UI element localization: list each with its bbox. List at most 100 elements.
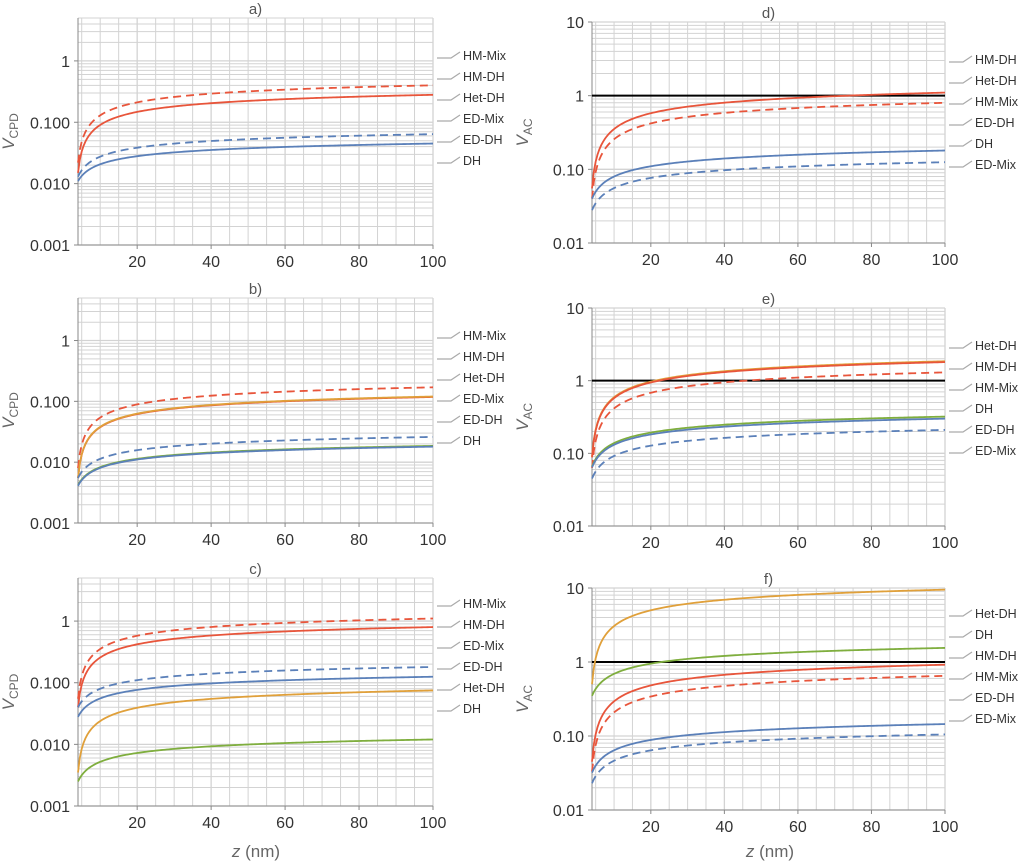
legend-label: HM-Mix (463, 49, 507, 63)
legend-leader (437, 662, 461, 670)
x-tick-label: 80 (350, 254, 368, 271)
legend-leader (949, 609, 973, 617)
y-tick-label: 0.001 (30, 516, 70, 533)
x-tick-label: 60 (276, 254, 294, 271)
series-line-ed-dh (591, 417, 946, 468)
y-tick-label: 0.100 (30, 394, 70, 411)
legend-label: DH (975, 402, 993, 416)
legend-label: ED-Mix (975, 444, 1017, 458)
x-tick-label: 20 (128, 815, 146, 832)
legend-leader (949, 97, 973, 105)
legend-label: Het-DH (975, 74, 1017, 88)
y-tick-label: 10 (566, 301, 584, 318)
series-line-hm-dh (591, 91, 946, 189)
legend-leader (437, 156, 461, 164)
series-line-ed-mix (591, 733, 946, 784)
y-axis-label-base: V (0, 137, 18, 150)
series-line-ed-mix (77, 436, 434, 479)
y-axis-label-base: V (513, 700, 532, 713)
y-tick-label: 0.010 (30, 177, 70, 194)
y-tick-label: 0.010 (30, 455, 70, 472)
series-line-ed-dh (77, 675, 434, 718)
series-line-hm-mix (591, 371, 946, 469)
chart-panel-2: c) 20 40 60 80 100 0.001 0.010 0.100 1 VCPD HM-Mix H… (0, 561, 507, 832)
legend-leader (949, 404, 973, 412)
legend-label: Het-DH (975, 339, 1017, 353)
y-axis-label: VAC (513, 685, 535, 713)
y-tick-label: 10 (566, 581, 584, 598)
gridlines (592, 21, 946, 244)
y-tick-label: 0.10 (553, 729, 584, 746)
x-tick-label: 80 (350, 532, 368, 549)
legend-label: DH (463, 154, 481, 168)
gridlines (78, 577, 434, 807)
legend-label: ED-Mix (463, 392, 505, 406)
legend-label: ED-DH (975, 116, 1015, 130)
y-axis-label-base: V (0, 416, 18, 429)
gridlines (78, 17, 434, 246)
legend-label: ED-Mix (463, 639, 505, 653)
legend-label: DH (463, 434, 481, 448)
series-line-het-dh (591, 360, 946, 457)
legend-leader (437, 394, 461, 402)
legend-label: DH (463, 702, 481, 716)
legend-leader (437, 373, 461, 381)
x-tick-label: 100 (932, 819, 959, 836)
x-tick-label: 40 (202, 254, 220, 271)
y-tick-label: 0.100 (30, 676, 70, 693)
legend-label: HM-DH (463, 350, 505, 364)
y-axis-label: VCPD (0, 673, 21, 710)
x-axis-var: z (745, 842, 755, 861)
y-tick-label: 0.10 (553, 446, 584, 463)
legend-label: ED-DH (463, 660, 503, 674)
series-line-dh (591, 415, 946, 467)
legend-label: DH (975, 628, 993, 642)
x-tick-label: 100 (932, 252, 959, 269)
legend-leader (949, 139, 973, 147)
series-line-ed-dh (77, 445, 434, 487)
legend-label: DH (975, 137, 993, 151)
series-line-hm-dh (591, 663, 946, 762)
y-tick-label: 0.01 (553, 236, 584, 253)
x-axis-unit: (nm) (759, 842, 795, 861)
legend-leader (949, 341, 973, 349)
series-line-hm-dh (77, 396, 434, 479)
legend-leader (949, 714, 973, 722)
series-line-het-dh (77, 395, 434, 479)
y-axis-label: VCPD (0, 113, 21, 150)
series-line-ed-dh (591, 149, 946, 200)
x-tick-label: 100 (932, 535, 959, 552)
series-line-ed-mix (77, 666, 434, 708)
panel-label: c) (249, 561, 262, 578)
y-axis-label-base: V (513, 134, 532, 147)
legend-leader (437, 51, 461, 59)
x-tick-label: 60 (789, 819, 807, 836)
panel-label: f) (764, 571, 773, 588)
series-line-hm-mix (77, 84, 434, 163)
legend-label: Het-DH (463, 371, 505, 385)
series-line-het-dh (591, 588, 946, 685)
chart-panel-1: b) 20 40 60 80 100 0.001 0.010 0.100 1 VCPD HM-Mix H… (0, 281, 507, 549)
y-axis-label-sub: AC (521, 118, 535, 135)
panel-label: a) (249, 1, 262, 18)
y-axis-label-sub: CPD (7, 673, 21, 699)
legend-leader (949, 383, 973, 391)
legend-leader (437, 620, 461, 628)
y-tick-label: 0.001 (30, 238, 70, 255)
legend-label: HM-DH (975, 53, 1017, 67)
y-tick-label: 0.10 (553, 162, 584, 179)
legend-leader (437, 72, 461, 80)
x-tick-label: 20 (128, 532, 146, 549)
x-tick-label: 20 (642, 252, 660, 269)
legend-label: ED-DH (975, 691, 1015, 705)
x-tick-label: 40 (715, 535, 733, 552)
y-tick-label: 0.010 (30, 737, 70, 754)
panel-label: d) (762, 5, 775, 22)
panel-label: e) (762, 291, 775, 308)
legend-leader (437, 352, 461, 360)
legend-leader (949, 55, 973, 63)
series-line-dh (77, 738, 434, 782)
legend-leader (437, 599, 461, 607)
legend-label: HM-DH (463, 70, 505, 84)
